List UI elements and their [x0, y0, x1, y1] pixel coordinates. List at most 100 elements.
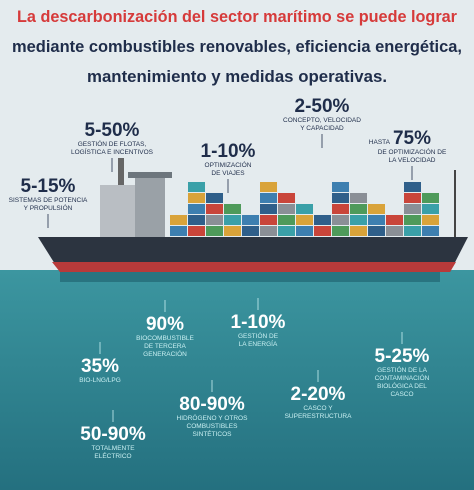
label: CASCO Y [303, 405, 333, 412]
container [260, 215, 277, 225]
container [206, 204, 223, 214]
label: DE TERCERA [144, 343, 186, 350]
prefix: HASTA [369, 139, 391, 146]
label: BIOLÓGICA DEL [377, 381, 427, 390]
container [170, 226, 187, 236]
container [332, 193, 349, 203]
label: GESTIÓN DE FLOTAS, [78, 139, 147, 148]
container [404, 226, 421, 236]
label: CONCEPTO, VELOCIDAD [283, 117, 361, 124]
container [296, 215, 313, 225]
value: 35% [81, 356, 119, 377]
container [350, 204, 367, 214]
label: LA VELOCIDAD [389, 157, 436, 164]
container [332, 204, 349, 214]
container [260, 182, 277, 192]
hull-stripe [52, 262, 456, 272]
container [350, 215, 367, 225]
container [206, 226, 223, 236]
container [278, 204, 295, 214]
container [188, 204, 205, 214]
ship [38, 158, 468, 282]
bridge-roof [128, 172, 172, 178]
container [404, 193, 421, 203]
value: 2-50% [295, 96, 350, 117]
container [170, 215, 187, 225]
container [242, 215, 259, 225]
container [188, 215, 205, 225]
value: 1-10% [231, 312, 286, 333]
container [260, 226, 277, 236]
label: OPTIMIZACIÓN [205, 160, 252, 169]
container [404, 204, 421, 214]
label: DE VIAJES [211, 170, 245, 177]
label: BIOCOMBUSTIBLE [136, 335, 194, 342]
label: CASCO [390, 391, 413, 398]
container [314, 215, 331, 225]
container [404, 215, 421, 225]
label: CONTAMINACIÓN [375, 373, 430, 382]
label: COMBUSTIBLES [187, 423, 239, 430]
value: 1-10% [201, 141, 256, 162]
label: ELÉCTRICO [94, 451, 131, 460]
container [368, 226, 385, 236]
label: GENERACIÓN [143, 349, 187, 358]
container [188, 226, 205, 236]
value: 80-90% [179, 394, 245, 415]
container [368, 204, 385, 214]
container [278, 215, 295, 225]
container [422, 226, 439, 236]
container [350, 226, 367, 236]
container [404, 182, 421, 192]
label: Y CAPACIDAD [300, 125, 344, 132]
title-line: La descarbonización del sector marítimo … [17, 7, 457, 26]
container [206, 193, 223, 203]
label: SUPERESTRUCTURA [285, 413, 352, 420]
mast [118, 158, 124, 188]
container [368, 215, 385, 225]
container [224, 226, 241, 236]
title-line: mediante combustibles renovables, eficie… [12, 37, 462, 56]
value: 5-25% [375, 346, 430, 367]
container [386, 215, 403, 225]
value: 5-50% [85, 120, 140, 141]
container [332, 182, 349, 192]
container [422, 215, 439, 225]
container [188, 193, 205, 203]
label: LOGÍSTICA E INCENTIVOS [71, 147, 154, 156]
title: La descarbonización del sector marítimo … [12, 7, 462, 86]
title-line: mantenimiento y medidas operativas. [87, 67, 387, 86]
value: 5-15% [21, 176, 76, 197]
container [188, 182, 205, 192]
container [206, 215, 223, 225]
value: 2-20% [291, 384, 346, 405]
container [350, 193, 367, 203]
container [296, 226, 313, 236]
label: TOTALMENTE [91, 445, 135, 452]
bridge [135, 175, 165, 237]
label: Y PROPULSIÓN [24, 203, 73, 212]
value: 75% [393, 128, 431, 149]
waterline [60, 272, 440, 282]
label: HIDRÓGENO Y OTROS [177, 413, 249, 422]
label: LA ENERGÍA [239, 339, 278, 348]
container [314, 226, 331, 236]
container [278, 193, 295, 203]
container [224, 215, 241, 225]
container [260, 204, 277, 214]
label: SISTEMAS DE POTENCIA [9, 197, 88, 204]
container [296, 204, 313, 214]
container [332, 215, 349, 225]
label: SINTÉTICOS [192, 429, 232, 438]
sea [0, 270, 474, 490]
value: 90% [146, 314, 184, 335]
container [224, 204, 241, 214]
label: DE OPTIMIZACIÓN DE [378, 147, 447, 156]
container [278, 226, 295, 236]
label: GESTIÓN DE LA [377, 365, 428, 374]
container [260, 193, 277, 203]
label: GESTIÓN DE [238, 331, 279, 340]
container [242, 226, 259, 236]
container [386, 226, 403, 236]
